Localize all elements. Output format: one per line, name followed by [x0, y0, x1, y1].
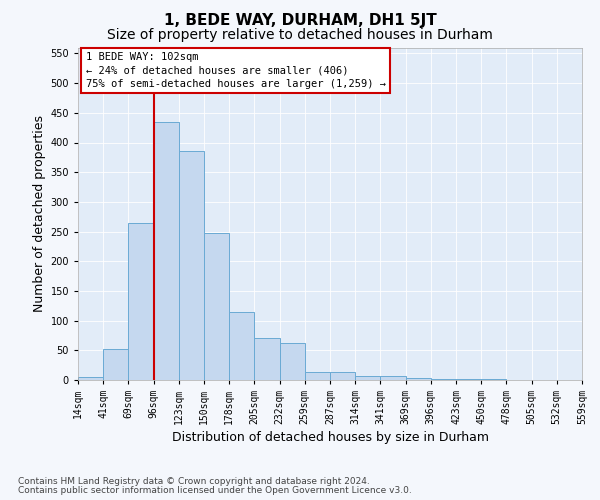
Bar	[179, 152, 204, 380]
Y-axis label: Number of detached properties: Number of detached properties	[33, 116, 46, 312]
Bar	[204, 233, 229, 380]
Bar	[280, 343, 305, 380]
Bar	[128, 222, 154, 380]
Text: 1 BEDE WAY: 102sqm
← 24% of detached houses are smaller (406)
75% of semi-detach: 1 BEDE WAY: 102sqm ← 24% of detached hou…	[86, 52, 386, 89]
Bar	[380, 376, 406, 380]
Bar	[229, 312, 254, 380]
Bar	[154, 122, 179, 380]
Bar	[330, 372, 355, 380]
Text: Size of property relative to detached houses in Durham: Size of property relative to detached ho…	[107, 28, 493, 42]
Bar	[355, 376, 380, 380]
Text: Contains public sector information licensed under the Open Government Licence v3: Contains public sector information licen…	[18, 486, 412, 495]
Bar	[431, 379, 456, 380]
Bar	[305, 372, 330, 380]
Text: 1, BEDE WAY, DURHAM, DH1 5JT: 1, BEDE WAY, DURHAM, DH1 5JT	[164, 12, 436, 28]
Bar	[78, 377, 103, 380]
Bar	[254, 338, 280, 380]
Bar	[103, 349, 128, 380]
X-axis label: Distribution of detached houses by size in Durham: Distribution of detached houses by size …	[172, 431, 488, 444]
Text: Contains HM Land Registry data © Crown copyright and database right 2024.: Contains HM Land Registry data © Crown c…	[18, 477, 370, 486]
Bar	[406, 378, 431, 380]
